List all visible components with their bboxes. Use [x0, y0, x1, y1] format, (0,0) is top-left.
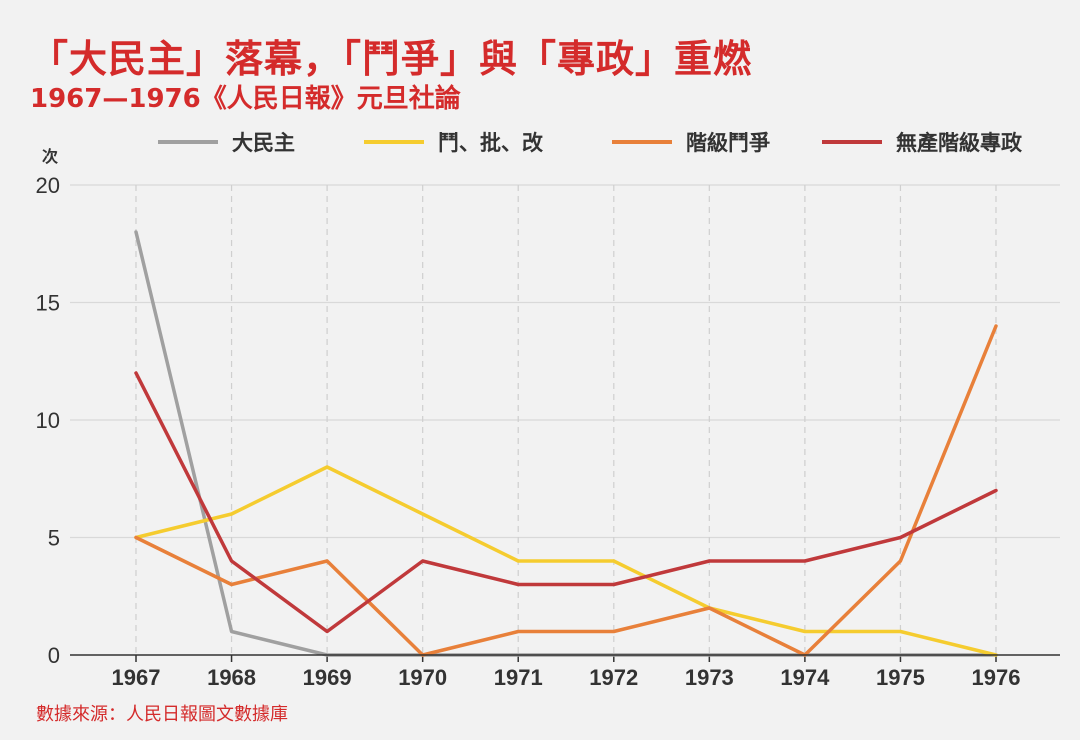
- x-tick-label: 1970: [398, 665, 447, 690]
- chart-subtitle: 1967—1976《人民日報》元旦社論: [30, 84, 461, 114]
- x-tick-label: 1975: [876, 665, 925, 690]
- x-tick-label: 1967: [112, 665, 161, 690]
- x-tick-label: 1972: [589, 665, 638, 690]
- x-tick-label: 1969: [303, 665, 352, 690]
- x-tick-label: 1974: [780, 665, 830, 690]
- legend: 大民主 鬥、批、改 階級鬥爭 無產階級專政: [158, 131, 1023, 155]
- legend-label-0: 大民主: [232, 131, 295, 155]
- y-axis-ticks: 0 5 10 15 20: [36, 173, 60, 668]
- series-line-2: [134, 324, 998, 657]
- series-lines: [134, 230, 998, 657]
- chart-title: 「大民主」落幕，「鬥爭」與「專政」重燃: [30, 37, 753, 81]
- y-tick-label: 10: [36, 408, 60, 433]
- x-tick-label: 1973: [685, 665, 734, 690]
- legend-label-3: 無產階級專政: [896, 131, 1023, 155]
- series-line-1: [134, 465, 998, 657]
- y-tick-label: 15: [36, 291, 60, 316]
- grid: [70, 184, 1060, 655]
- y-axis-unit-label: 次: [42, 147, 58, 166]
- y-tick-label: 0: [48, 643, 60, 668]
- legend-label-2: 階級鬥爭: [686, 131, 770, 155]
- y-tick-label: 20: [36, 173, 60, 198]
- data-source-note: 數據來源：人民日報圖文數據庫: [36, 704, 288, 725]
- x-tick-label: 1976: [972, 665, 1021, 690]
- x-axis-ticks: 1967 1968 1969 1970 1971 1972 1973 1974 1975 1976: [112, 655, 1021, 690]
- y-tick-label: 5: [48, 526, 60, 551]
- x-tick-label: 1971: [494, 665, 543, 690]
- legend-label-1: 鬥、批、改: [438, 131, 544, 155]
- x-tick-label: 1968: [207, 665, 256, 690]
- series-line-3: [134, 371, 998, 634]
